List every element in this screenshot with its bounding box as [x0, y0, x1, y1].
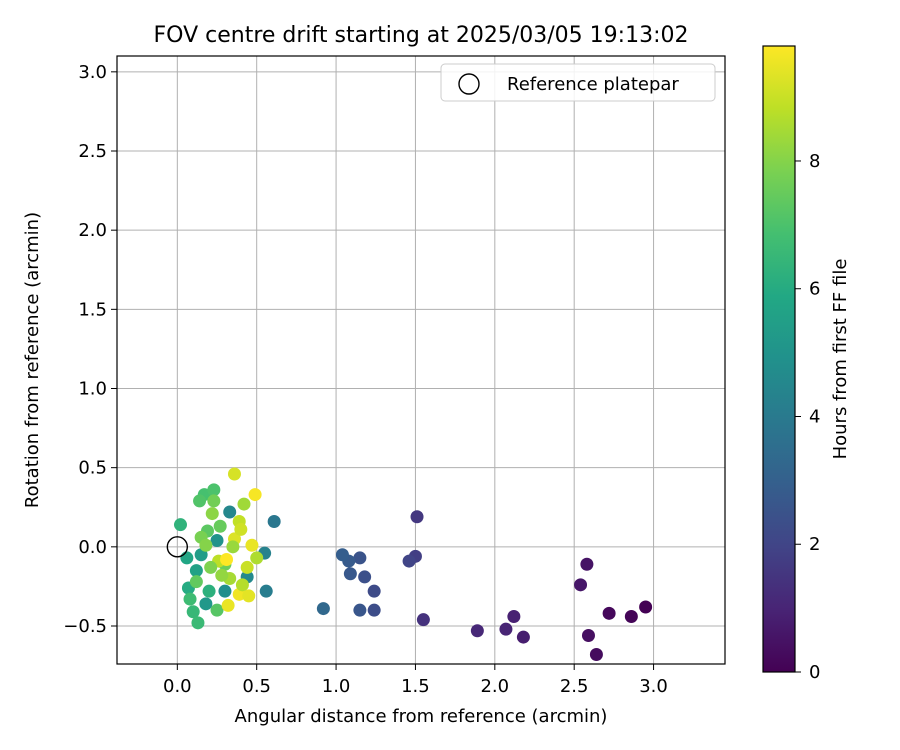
data-point — [250, 551, 264, 565]
data-points — [173, 467, 653, 661]
data-point — [237, 497, 251, 511]
colorbar-tick-label: 0 — [809, 662, 820, 683]
data-point — [402, 554, 416, 568]
data-point — [204, 560, 218, 574]
data-point — [581, 629, 595, 642]
data-point — [191, 616, 205, 630]
data-point — [248, 488, 262, 502]
data-point — [470, 624, 484, 638]
data-point — [193, 494, 207, 508]
x-tick-label: 0.5 — [242, 676, 271, 697]
data-point — [227, 467, 241, 481]
data-point — [189, 575, 203, 589]
colorbar-tick-label: 4 — [809, 406, 820, 427]
data-point — [173, 518, 187, 532]
y-axis-ticks: −0.5 0.0 0.5 1.0 1.5 2.0 2.5 3.0 — [63, 62, 117, 637]
data-point — [499, 622, 513, 636]
data-point — [353, 551, 367, 565]
data-point — [180, 551, 194, 565]
data-point — [215, 568, 229, 582]
data-point — [416, 613, 430, 627]
data-point — [267, 515, 281, 528]
data-point — [218, 584, 232, 598]
data-point — [199, 597, 213, 611]
legend-box — [440, 63, 716, 102]
colorbar-label: Hours from first FF file — [830, 259, 851, 460]
data-point — [207, 483, 221, 497]
colorbar-tick-label: 6 — [809, 279, 820, 300]
data-point — [516, 630, 530, 644]
data-point — [358, 570, 372, 584]
data-point — [367, 603, 381, 617]
data-point — [335, 548, 349, 562]
chart-title: FOV centre drift starting at 2025/03/05 … — [154, 23, 689, 48]
data-point — [220, 553, 234, 566]
data-point — [580, 557, 594, 571]
data-point — [240, 560, 254, 574]
plot-area-frame — [116, 55, 726, 665]
x-tick-label: 1.5 — [401, 676, 430, 697]
data-point — [186, 605, 200, 619]
x-tick-label: 0.0 — [163, 676, 192, 697]
data-point — [210, 603, 224, 617]
reference-marker — [166, 536, 189, 558]
legend-label: Reference platepar — [507, 74, 679, 95]
data-point — [213, 519, 227, 533]
data-point — [639, 600, 653, 614]
legend: Reference platepar — [440, 63, 716, 102]
data-point — [234, 522, 248, 536]
reference-marker-group — [166, 536, 189, 558]
data-point — [259, 584, 273, 598]
y-tick-label: 3.0 — [78, 62, 107, 83]
data-point — [507, 610, 521, 623]
data-point — [189, 564, 203, 578]
data-point — [210, 534, 224, 547]
data-point — [205, 507, 219, 521]
colorbar-ticks: 0 2 4 6 8 — [795, 151, 820, 683]
y-tick-label: 2.0 — [78, 220, 107, 241]
data-point — [226, 540, 240, 554]
y-tick-label: 1.0 — [78, 379, 107, 400]
data-point — [199, 538, 213, 552]
colorbar — [762, 45, 796, 673]
x-tick-label: 2.5 — [560, 676, 589, 697]
data-point — [223, 505, 237, 519]
data-point — [235, 578, 249, 592]
data-point — [367, 584, 381, 598]
x-tick-label: 2.0 — [480, 676, 509, 697]
data-point — [353, 603, 367, 617]
data-point — [207, 494, 221, 508]
data-point — [221, 598, 235, 612]
data-point — [410, 510, 424, 524]
data-point — [343, 567, 357, 581]
x-tick-label: 3.0 — [639, 676, 668, 697]
y-tick-label: 1.5 — [78, 299, 107, 320]
y-tick-label: 0.5 — [78, 458, 107, 479]
y-axis-label: Rotation from reference (arcmin) — [22, 212, 43, 508]
y-tick-label: 2.5 — [78, 141, 107, 162]
data-point — [183, 592, 197, 606]
y-tick-label: −0.5 — [63, 616, 107, 637]
data-point — [316, 602, 330, 616]
data-point — [242, 589, 256, 603]
data-point — [602, 606, 616, 620]
x-axis-label: Angular distance from reference (arcmin) — [235, 706, 608, 727]
data-point — [574, 578, 588, 592]
x-axis-ticks: 0.0 0.5 1.0 1.5 2.0 2.5 3.0 — [163, 664, 668, 697]
x-tick-label: 1.0 — [322, 676, 351, 697]
data-point — [202, 584, 216, 598]
data-point — [624, 610, 638, 623]
colorbar-tick-label: 2 — [809, 534, 820, 555]
y-tick-label: 0.0 — [78, 537, 107, 558]
colorbar-tick-label: 8 — [809, 151, 820, 172]
data-point — [589, 648, 603, 661]
legend-reference-marker — [458, 73, 480, 95]
data-point — [245, 538, 259, 552]
